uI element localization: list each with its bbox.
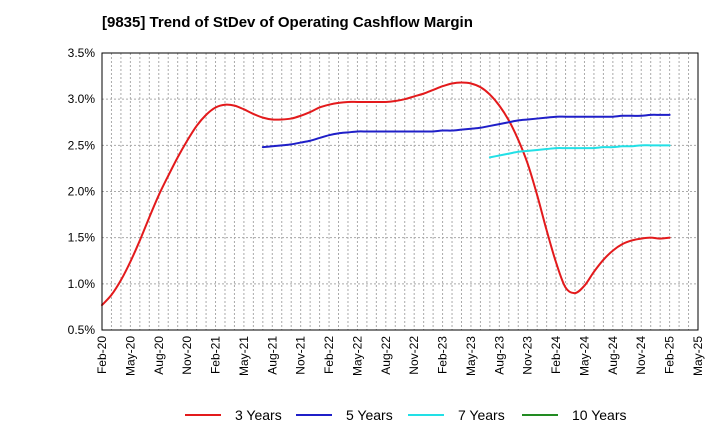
y-axis-ticks: 0.5% 1.0% 1.5% 2.0% 2.5% 3.0% 3.5%: [68, 46, 96, 337]
y-tick-label: 1.5%: [68, 231, 96, 245]
legend-label-3-years: 3 Years: [235, 407, 282, 423]
x-tick-label: May-22: [350, 336, 364, 376]
legend-swatch-3-years: [185, 414, 221, 416]
x-tick-label: Aug-23: [492, 336, 506, 375]
x-tick-label: Feb-24: [549, 336, 563, 374]
series-line-7-years: [488, 144, 671, 159]
y-tick-label: 1.0%: [68, 277, 96, 291]
x-tick-label: May-23: [464, 336, 478, 376]
x-tick-label: Feb-22: [322, 336, 336, 374]
legend-item-5-years: 5 Years: [296, 405, 393, 425]
legend-label-10-years: 10 Years: [572, 407, 627, 423]
legend-swatch-7-years: [408, 414, 444, 416]
grid-lines: [102, 53, 698, 330]
x-tick-label: Aug-21: [265, 336, 279, 375]
legend-item-3-years: 3 Years: [185, 405, 282, 425]
legend-item-10-years: 10 Years: [522, 405, 627, 425]
y-tick-label: 2.5%: [68, 138, 96, 152]
x-tick-label: Nov-20: [180, 336, 194, 375]
legend-label-5-years: 5 Years: [346, 407, 393, 423]
x-tick-label: May-24: [577, 336, 591, 376]
x-tick-label: Nov-22: [407, 336, 421, 375]
x-tick-label: Aug-24: [606, 336, 620, 375]
x-tick-label: May-20: [123, 336, 137, 376]
x-tick-label: Nov-21: [294, 336, 308, 375]
x-tick-label: Nov-23: [521, 336, 535, 375]
x-tick-label: Aug-20: [152, 336, 166, 375]
legend-swatch-5-years: [296, 414, 332, 416]
plot-frame: [101, 52, 699, 331]
x-tick-label: Feb-23: [436, 336, 450, 374]
y-tick-label: 0.5%: [68, 323, 96, 337]
chart-title: [9835] Trend of StDev of Operating Cashf…: [102, 14, 473, 31]
legend: 3 Years 5 Years 7 Years 10 Years: [0, 405, 720, 425]
x-tick-label: Feb-20: [95, 336, 109, 374]
x-axis-ticks: Feb-20 May-20 Aug-20 Nov-20 Feb-21 May-21 Aug-…: [95, 336, 705, 376]
x-tick-label: Feb-21: [209, 336, 223, 374]
legend-item-7-years: 7 Years: [408, 405, 505, 425]
x-tick-label: Feb-25: [663, 336, 677, 374]
y-tick-label: 3.5%: [68, 46, 96, 60]
series-line-3-years: [101, 81, 671, 307]
series-line-5-years: [261, 113, 671, 149]
x-tick-label: May-25: [691, 336, 705, 376]
legend-label-7-years: 7 Years: [458, 407, 505, 423]
x-tick-label: Nov-24: [634, 336, 648, 375]
x-tick-label: May-21: [237, 336, 251, 376]
x-tick-label: Aug-22: [379, 336, 393, 375]
series-lines: [101, 81, 671, 307]
y-tick-label: 3.0%: [68, 92, 96, 106]
y-tick-label: 2.0%: [68, 185, 96, 199]
legend-swatch-10-years: [522, 414, 558, 416]
